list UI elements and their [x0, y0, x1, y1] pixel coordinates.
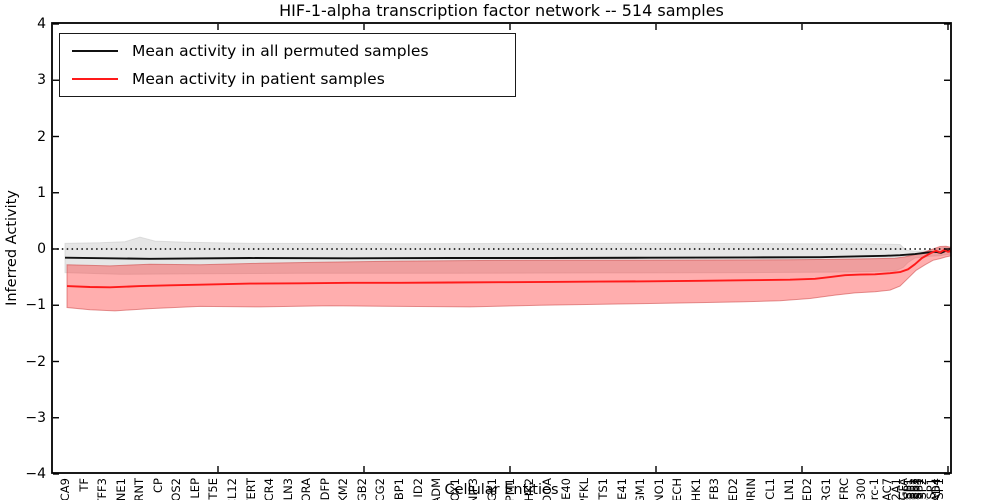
x-entity-label: PGM1: [633, 478, 647, 500]
x-entity-label: TF: [77, 478, 91, 492]
y-tick-label: −1: [25, 297, 46, 314]
x-entity-label: BNIP3: [466, 478, 480, 500]
x-entity-label: BHLHE41: [615, 478, 629, 500]
x-entity-label: CA9: [58, 478, 72, 500]
x-entity-label: NOS2: [169, 478, 183, 500]
x-entity-label: ID2: [411, 478, 425, 498]
x-entity-label: CXCR4: [262, 478, 276, 500]
x-entity-label: HIF1A/ARNT/Cbp/p300: [854, 478, 868, 500]
y-tick-label: 4: [37, 16, 46, 32]
y-tick-label: 0: [37, 241, 46, 257]
legend-line-swatch: [72, 78, 118, 80]
x-entity-label: Cbp/p300/CITED2: [800, 478, 814, 500]
legend-label: Mean activity in patient samples: [132, 70, 385, 88]
x-entity-label: SERPINE1: [114, 478, 128, 500]
x-entity-label: ALDOA: [540, 478, 554, 500]
axes-frame: [51, 22, 952, 474]
x-entity-label: NDRG1: [819, 478, 833, 500]
x-entity-label: CXCL12: [225, 478, 239, 500]
x-entity-label: CITED2: [726, 478, 740, 500]
x-entity-label: HIF1A/ARNT/Cbp/p300/Src-1: [867, 478, 881, 500]
x-entity-label: PKM2: [336, 478, 350, 500]
chart-title: HIF-1-alpha transcription factor network…: [279, 1, 724, 20]
legend-entry-patient-mean: Mean activity in patient samples: [60, 70, 515, 88]
x-entity-label: TFF3: [95, 478, 109, 500]
x-entity-label: IGFBP1: [392, 478, 406, 500]
x-entity-label: TERT: [244, 478, 258, 500]
legend-line-swatch: [72, 50, 118, 52]
x-entity-label: PFKFB3: [707, 478, 721, 500]
x-entity-label: ABCG2: [373, 478, 387, 500]
x-entity-label: TFRC: [837, 478, 851, 500]
series-line-patient-mean: [66, 249, 952, 289]
x-entity-label: HMOX1: [448, 478, 462, 500]
x-entity-label: FURIN: [744, 478, 758, 500]
x-axis-label: Cellular Entities: [444, 482, 559, 498]
y-tick-label: −3: [25, 409, 46, 426]
y-tick-label: 3: [37, 72, 46, 89]
band-permuted-band: [64, 236, 952, 275]
x-entity-label: HK1: [689, 478, 703, 500]
x-entity-label: RORA: [299, 478, 313, 500]
x-entity-label: NPM1: [503, 478, 517, 500]
x-entity-label: ARNT/SP1: [932, 478, 946, 500]
x-entity-label: MCL1: [763, 478, 777, 500]
x-entity-label: HK2: [522, 478, 536, 500]
y-tick-label: 1: [37, 184, 46, 201]
legend: Mean activity in all permuted samples Mea…: [59, 33, 516, 97]
legend-entry-permuted-mean: Mean activity in all permuted samples: [60, 42, 515, 60]
y-tick-label: −2: [25, 353, 46, 370]
x-entity-label: ENO1: [652, 478, 666, 500]
x-entity-label: ADFP: [318, 478, 332, 500]
x-entity-label: NT5E: [206, 478, 220, 500]
x-entity-label: ADM: [429, 478, 443, 500]
x-entity-label: LEP: [188, 478, 202, 499]
x-entity-label: ETS1: [596, 478, 610, 500]
x-entity-label: FECH: [670, 478, 684, 500]
x-entity-label: EGLN1: [782, 478, 796, 500]
band-patient-band: [66, 245, 952, 312]
y-tick-label: −4: [25, 466, 46, 482]
x-entity-label: EGLN3: [281, 478, 295, 500]
x-entity-label: ITGB2: [355, 478, 369, 500]
legend-label: Mean activity in all permuted samples: [132, 42, 429, 60]
x-entity-label: BHLHE40: [559, 478, 573, 500]
x-entity-label: PFKL: [577, 478, 591, 500]
y-tick-label: 2: [37, 128, 46, 145]
x-entity-label: HIF1A/ARNT: [132, 478, 146, 500]
x-entity-label: PGK1: [485, 478, 499, 500]
x-entity-label: CP: [151, 478, 165, 493]
